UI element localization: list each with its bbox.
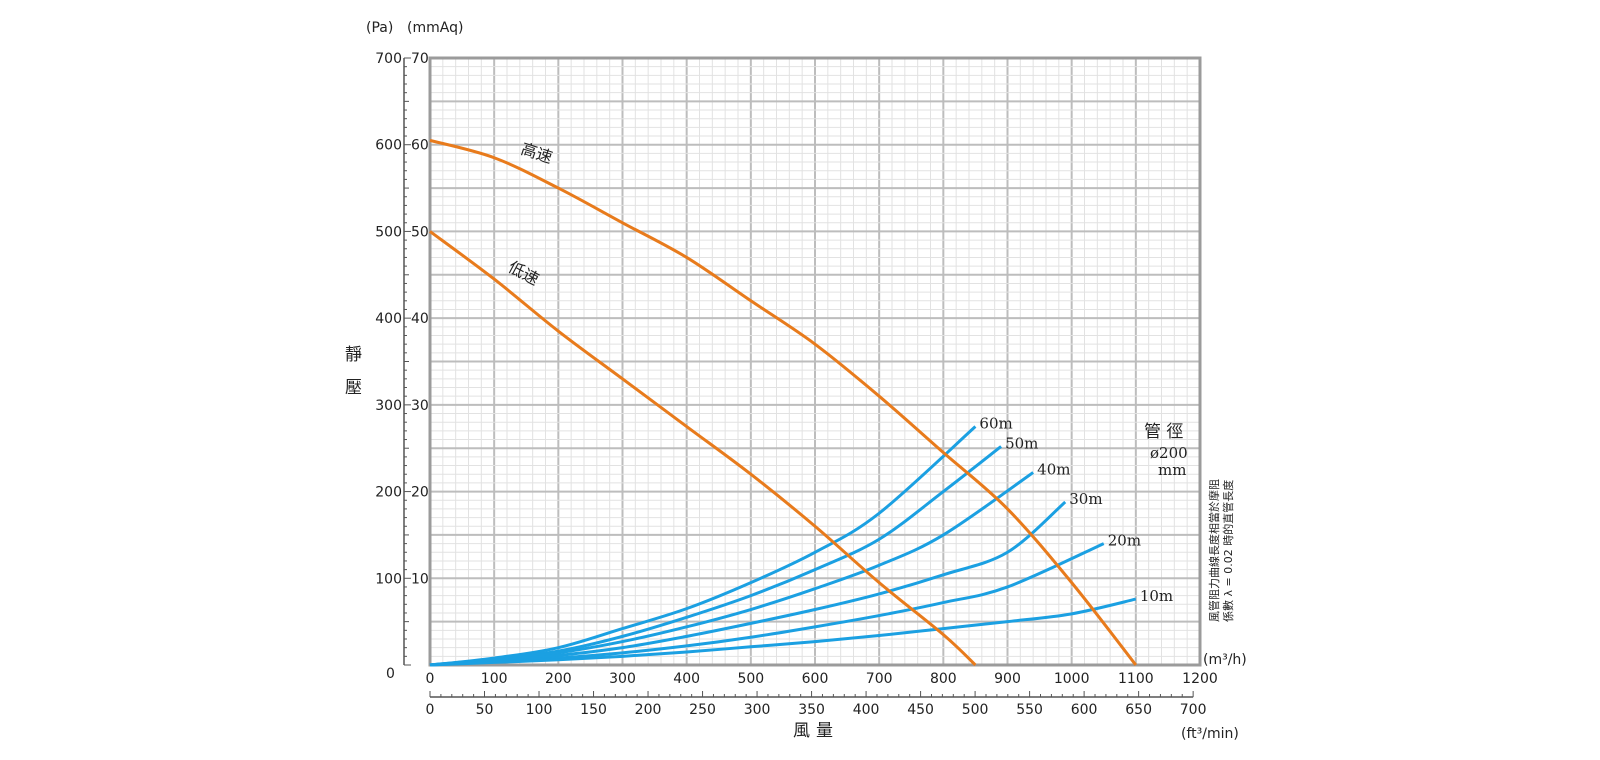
x-tick-m3h: 1200 <box>1182 671 1218 687</box>
y-tick-pa: 600 <box>375 138 402 154</box>
y-tick-pa: 300 <box>375 398 402 414</box>
x-tick-m3h: 400 <box>673 671 700 687</box>
fan-curve-高速 <box>429 138 1138 666</box>
y-tick-mmaq: 60 <box>411 138 429 154</box>
x-tick-cfm: 300 <box>744 702 771 718</box>
duct-label-50m: 50m <box>1005 434 1038 452</box>
x-tick-cfm: 600 <box>1071 702 1098 718</box>
x-tick-cfm: 450 <box>907 702 934 718</box>
y-tick-pa: 200 <box>375 485 402 501</box>
y-tick-pa: 700 <box>375 51 402 67</box>
y-tick-pa: 500 <box>375 224 402 240</box>
x-tick-cfm: 200 <box>635 702 662 718</box>
y-axis-title: 靜壓 <box>341 345 362 411</box>
x-tick-m3h: 0 <box>426 671 435 687</box>
x-tick-m3h: 700 <box>866 671 893 687</box>
fan-label-high: 高速 <box>519 139 555 167</box>
pipe-size: ø200 <box>1150 444 1188 462</box>
x-tick-cfm: 150 <box>580 702 607 718</box>
duct-curve-10m <box>429 597 1137 667</box>
x-tick-m3h: 100 <box>481 671 508 687</box>
x-axis-title: 風量 <box>793 721 839 741</box>
duct-label-10m: 10m <box>1140 587 1173 605</box>
y-tick-mmaq: 10 <box>411 571 429 587</box>
x-tick-m3h: 500 <box>737 671 764 687</box>
x-tick-cfm: 350 <box>798 702 825 718</box>
side-note-line2: 係數 λ = 0.02 時的直管長度 <box>1221 480 1235 622</box>
side-note-line1: 風管阻力曲線長度相當於摩阻 <box>1207 479 1221 622</box>
pipe-title: 管 徑 <box>1144 422 1183 442</box>
y-unit-mmaq: (mmAq) <box>407 20 463 36</box>
x-unit-m3h: (m³/h) <box>1203 652 1247 668</box>
x-tick-cfm: 700 <box>1180 702 1207 718</box>
x-tick-cfm: 0 <box>426 702 435 718</box>
x-tick-m3h: 1000 <box>1054 671 1090 687</box>
y-tick-pa: 400 <box>375 311 402 327</box>
plot-frame <box>428 56 1202 667</box>
x-tick-m3h: 300 <box>609 671 636 687</box>
duct-label-40m: 40m <box>1037 460 1070 478</box>
duct-label-20m: 20m <box>1108 532 1141 550</box>
y-tick-mmaq: 30 <box>411 398 429 414</box>
fan-curve-低速 <box>429 230 977 667</box>
y-tick-mmaq: 70 <box>411 51 429 67</box>
duct-label-30m: 30m <box>1069 490 1102 508</box>
x-tick-cfm: 650 <box>1125 702 1152 718</box>
y-tick-mmaq: 40 <box>411 311 429 327</box>
x-tick-cfm: 100 <box>526 702 553 718</box>
x-tick-cfm: 50 <box>476 702 494 718</box>
duct-label-60m: 60m <box>979 415 1012 433</box>
x-tick-cfm: 250 <box>689 702 716 718</box>
y-tick-pa: 100 <box>375 571 402 587</box>
duct-curve-30m <box>429 500 1067 667</box>
x-unit-cfm: (ft³/min) <box>1181 726 1239 742</box>
duct-curve-60m <box>429 425 977 667</box>
x-tick-m3h: 600 <box>802 671 829 687</box>
labels: (Pa) (mmAq) 0 靜壓 風量 (m³/h) (ft³/min) 管 徑… <box>341 20 1247 742</box>
x-tick-m3h: 200 <box>545 671 572 687</box>
y-tick-mmaq: 20 <box>411 485 429 501</box>
x-tick-m3h: 800 <box>930 671 957 687</box>
pipe-unit: mm <box>1158 461 1186 479</box>
x-tick-m3h: 900 <box>994 671 1021 687</box>
y-unit-pa: (Pa) <box>366 20 393 36</box>
y-tick-mmaq: 50 <box>411 224 429 240</box>
x-tick-m3h: 1100 <box>1118 671 1154 687</box>
x-tick-cfm: 400 <box>853 702 880 718</box>
x-tick-cfm: 550 <box>1016 702 1043 718</box>
x-axis-cfm: 0 50 100 150 200 250 300 350 400 450 500 550 600 650 7… <box>426 691 1207 718</box>
fan-label-low: 低速 <box>505 257 542 289</box>
duct-curve-40m <box>429 471 1035 667</box>
x-tick-cfm: 500 <box>962 702 989 718</box>
y-zero-label: 0 <box>386 666 395 682</box>
